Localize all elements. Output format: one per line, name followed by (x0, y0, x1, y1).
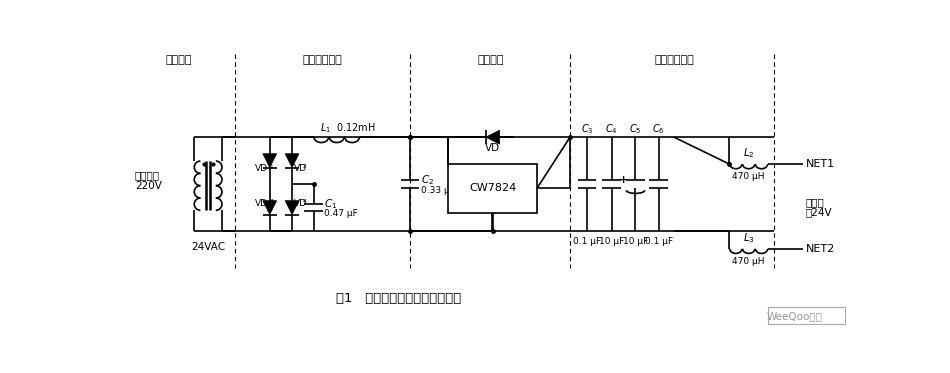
Text: $_3$: $_3$ (269, 197, 275, 206)
Text: 流24V: 流24V (806, 208, 832, 217)
Text: 24VAC: 24VAC (191, 241, 225, 251)
Text: VD: VD (485, 143, 501, 153)
Polygon shape (263, 201, 276, 214)
Text: 整流滤波电路: 整流滤波电路 (303, 55, 343, 65)
Text: 图1   链路直流供给电源模块电路: 图1 链路直流供给电源模块电路 (335, 292, 461, 305)
Text: $_1$: $_1$ (269, 162, 275, 171)
Text: $L_3$: $L_3$ (743, 231, 754, 245)
Text: VD: VD (255, 199, 268, 208)
Text: $_2$: $_2$ (302, 162, 307, 171)
Text: $C_{4}$: $C_{4}$ (605, 123, 618, 137)
Text: $C_2$: $C_2$ (421, 173, 434, 187)
Polygon shape (485, 130, 500, 144)
Text: $C_{3}$: $C_{3}$ (580, 123, 593, 137)
Text: $C_{6}$: $C_{6}$ (653, 123, 665, 137)
Text: VD: VD (294, 164, 308, 173)
Text: NET2: NET2 (806, 244, 835, 254)
Text: VD: VD (294, 199, 308, 208)
Text: 220V: 220V (135, 181, 162, 191)
Text: VD: VD (255, 164, 268, 173)
Text: 470 μH: 470 μH (732, 257, 765, 266)
Text: 稳压电路: 稳压电路 (478, 55, 504, 65)
Text: $C_1$: $C_1$ (324, 197, 337, 211)
Polygon shape (263, 154, 276, 167)
Text: +: + (618, 175, 628, 185)
Text: 输出直: 输出直 (806, 197, 825, 207)
Text: 0.33 μF: 0.33 μF (421, 186, 454, 195)
Text: $_4$: $_4$ (302, 197, 308, 206)
Bar (768, 307, 845, 323)
Text: 0.1 μF: 0.1 μF (573, 237, 601, 247)
Bar (448, 164, 537, 213)
Polygon shape (285, 201, 299, 214)
Text: NET1: NET1 (806, 159, 835, 169)
Text: 直流滤波电路: 直流滤波电路 (655, 55, 694, 65)
Text: $C_{5}$: $C_{5}$ (629, 123, 642, 137)
Text: 输入交流: 输入交流 (135, 171, 160, 181)
Text: CW7824: CW7824 (469, 184, 516, 193)
Text: 470 μH: 470 μH (732, 172, 765, 181)
Text: 10 μF: 10 μF (599, 237, 624, 247)
Text: 降压电路: 降压电路 (165, 55, 192, 65)
Text: 0.1 μF: 0.1 μF (644, 237, 673, 247)
Text: $L_1$  0.12mH: $L_1$ 0.12mH (320, 121, 376, 135)
Polygon shape (285, 154, 299, 167)
Text: $L_2$: $L_2$ (743, 147, 754, 160)
Text: WeeQoo维库: WeeQoo维库 (767, 311, 823, 321)
Text: 10 μF: 10 μF (623, 237, 648, 247)
Text: 0.47 μF: 0.47 μF (324, 209, 358, 218)
